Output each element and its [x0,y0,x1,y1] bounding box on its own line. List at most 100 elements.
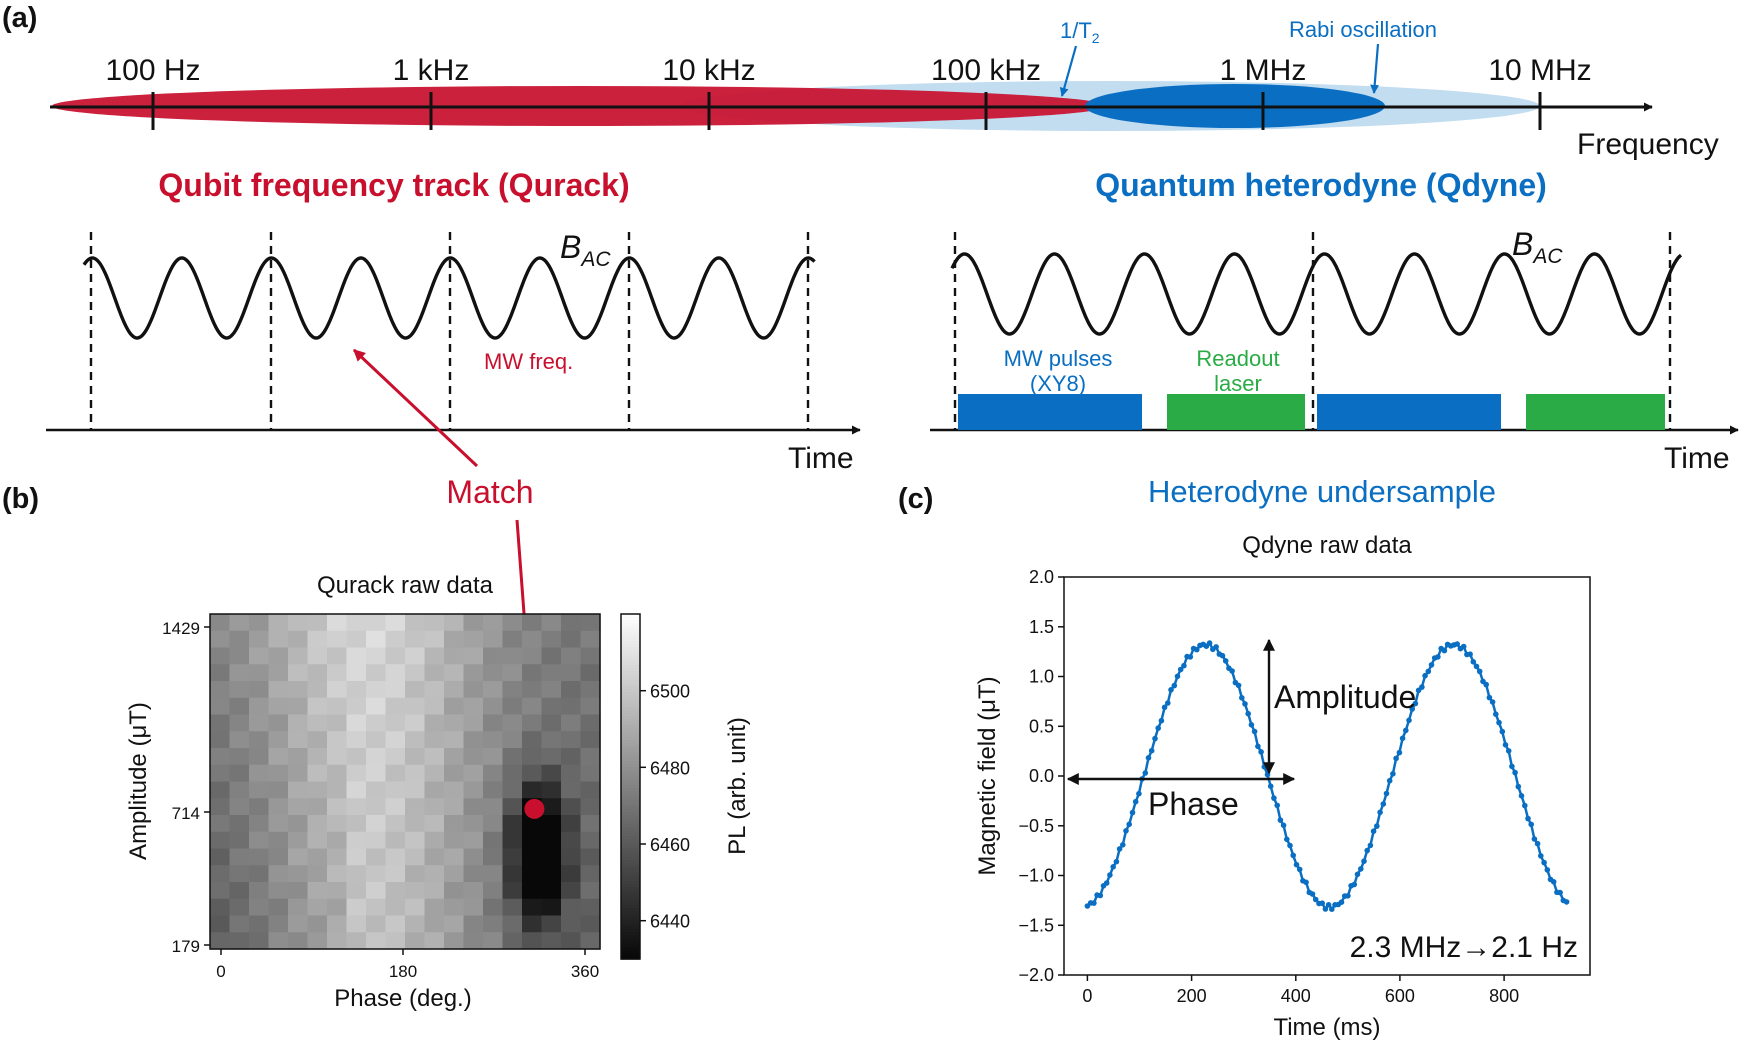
heatmap-cell [210,630,231,649]
panel-a: (a) 100 Hz 1 kHz 10 kHz 100 kHz 1 MHz 10… [2,2,1739,802]
heatmap-cell [424,714,445,732]
qdyne-data-point [1171,682,1178,689]
qdyne-ylabel: Magnetic field (μT) [974,676,1001,875]
heatmap-cell [522,781,543,799]
colorbar-step [621,698,640,702]
colorbar-step [621,785,640,789]
heatmap-cell [346,748,367,766]
qdyne-data-point [1219,652,1226,659]
colorbar-step [621,830,640,834]
colorbar-step [621,806,640,810]
heatmap-cell [463,731,484,749]
qdyne-data-point [1393,755,1399,762]
heatmap-cell [580,714,601,732]
heatmap-cell [385,932,406,950]
qdyne-data-point [1152,735,1158,742]
qdyne-xtick-label: 0 [1082,986,1092,1006]
heatmap-cell [541,781,562,799]
heatmap-cell [268,848,289,866]
heatmap-cell [307,915,328,933]
qdyne-data-point [1329,906,1335,912]
heatmap-cell [522,748,543,766]
colorbar-step [621,854,640,858]
heatmap-xlabel: Phase (deg.) [334,985,471,1012]
heatmap-cell [385,831,406,850]
qdyne-ytick-label: 0.0 [1029,766,1054,786]
qdyne-data-point [1541,859,1547,866]
heatmap-cell [346,647,367,665]
colorbar-tick-label: 6500 [650,682,690,702]
colorbar-step [621,686,640,690]
qdyne-data-point [1322,906,1329,912]
qdyne-data-point [1390,771,1396,777]
heatmap-cell [249,748,270,766]
heatmap-cell [444,664,465,682]
heatmap-cell [522,848,543,866]
heatmap-cell [463,630,484,649]
heatmap-cell [444,781,465,799]
heatmap-cell [444,915,465,933]
heatmap-cell [327,915,348,933]
qdyne-data-point [1531,836,1538,842]
qdyne-data-point [1370,828,1377,834]
heatmap-cell [541,798,562,816]
heatmap-cell [327,630,348,649]
heatmap-cell [444,882,465,900]
colorbar-step [621,956,640,960]
heatmap-cell [366,865,387,883]
heatmap-cell [541,764,562,783]
qdyne-data-point [1293,861,1300,868]
heatmap-cell [463,681,484,699]
rabi-arrow [1370,43,1380,94]
heatmap-cell [210,764,231,783]
colorbar-step [621,878,640,882]
heatmap-cell [210,915,231,933]
heatmap-cell [483,781,504,799]
heatmap-xtick-360: 360 [571,962,599,981]
heatmap-cell [541,647,562,665]
colorbar-step [621,626,640,630]
heatmap-cell [522,898,543,917]
heatmap-cell [541,882,562,900]
heatmap-cell [522,714,543,732]
heatmap-cell [249,630,270,649]
heatmap-cell [424,647,445,665]
heatmap-cell [268,898,289,917]
conversion-label: 2.3 MHz→2.1 Hz [1350,931,1578,964]
heatmap-cell [366,915,387,933]
heatmap-cell [268,614,289,632]
colorbar-step [621,902,640,906]
heatmap-cell [463,815,484,833]
colorbar-step [621,779,640,783]
qdyne-data-point [1103,880,1110,886]
heatmap-cell [327,882,348,900]
colorbar-step [621,641,640,645]
colorbar-step [621,701,640,705]
heatmap-cell [424,932,445,950]
colorbar-tick-label: 6440 [650,912,690,932]
qdyne-ytick-label: −0.5 [1018,816,1054,836]
heatmap-cell [346,664,367,682]
colorbar-step [621,776,640,780]
heatmap-cell [288,882,309,900]
colorbar-step [621,836,640,840]
qdyne-data-point [1271,795,1277,801]
heatmap-cell [463,714,484,732]
qdyne-data-point [1386,777,1393,784]
qdyne-data-point [1351,881,1358,888]
readout-label-line2: laser [1214,371,1262,396]
colorbar-step [621,749,640,753]
colorbar-step [621,644,640,648]
heatmap-cell [366,714,387,732]
colorbar-step [621,728,640,732]
qdyne-data-point [1242,701,1248,707]
colorbar-step [621,761,640,765]
heatmap-cell [327,697,348,716]
heatmap-cell [327,898,348,917]
heatmap-cell [249,681,270,699]
heatmap-cell [580,764,601,783]
heatmap-cell [424,681,445,699]
colorbar-step [621,617,640,621]
heatmap-cell [522,932,543,950]
heatmap-cell [424,898,445,917]
